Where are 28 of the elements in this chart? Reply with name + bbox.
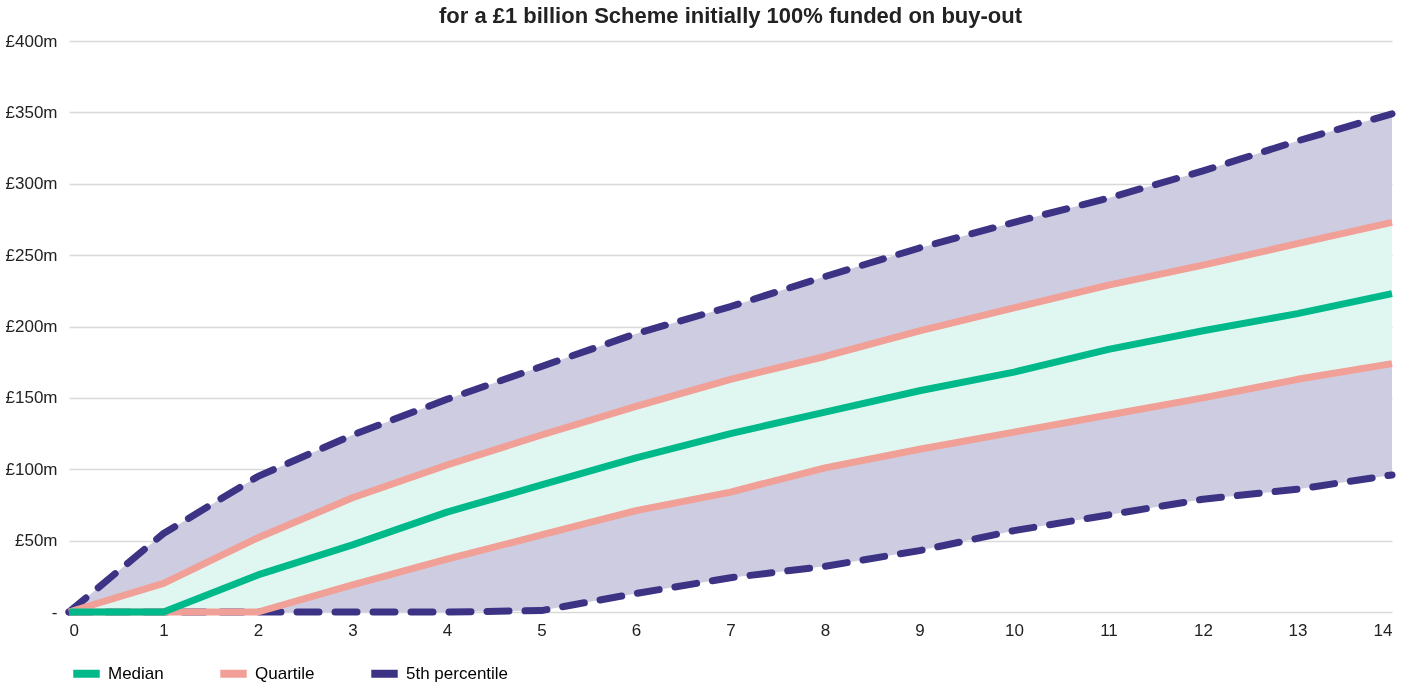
y-tick-label: -: [51, 602, 58, 622]
y-tick-label: £250m: [5, 245, 58, 265]
x-tick-label: 2: [253, 620, 264, 640]
legend-label: Quartile: [255, 663, 315, 683]
x-tick-label: 0: [69, 620, 79, 640]
chart-title: for a £1 billion Scheme initially 100% funded on buy-out: [438, 3, 1023, 28]
x-tick-label: 7: [726, 620, 736, 640]
x-tick-label: 5: [537, 620, 547, 640]
y-tick-label: £400m: [5, 31, 58, 51]
y-tick-label: £150m: [5, 388, 58, 408]
x-tick-label: 3: [348, 620, 358, 640]
x-tick-label: 11: [1100, 620, 1118, 640]
x-tick-label: 10: [1005, 620, 1024, 640]
y-tick-label: £300m: [5, 174, 58, 194]
y-tick-label: £200m: [5, 317, 58, 336]
y-tick-label: £100m: [5, 459, 58, 479]
x-tick-label: 8: [820, 620, 831, 640]
y-tick-label: £350m: [5, 102, 58, 122]
x-tick-label: 1: [159, 620, 169, 640]
y-tick-label: £50m: [14, 531, 58, 551]
x-tick-label: 9: [915, 620, 925, 640]
x-tick-label: 6: [631, 620, 642, 640]
x-tick-label: 14: [1373, 620, 1393, 640]
legend-label: 5th percentile: [406, 663, 509, 683]
x-tick-label: 12: [1194, 620, 1213, 640]
x-tick-label: 4: [442, 620, 453, 640]
x-tick-label: 13: [1288, 620, 1308, 640]
legend-label: Median: [108, 663, 164, 683]
